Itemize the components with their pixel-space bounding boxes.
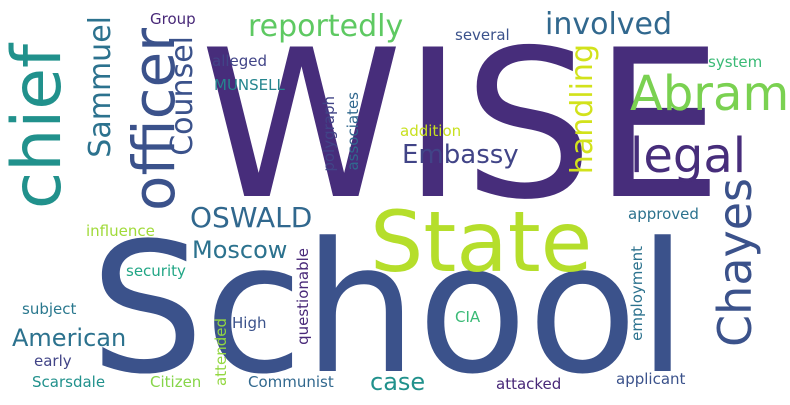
word-wise: WISE [200,7,723,245]
word-several: several [455,26,510,44]
word-handling: handling [565,44,600,175]
word-employment: employment [628,246,646,341]
word-legal: legal [630,128,747,184]
word-moscow: Moscow [192,236,288,264]
word-subject: subject [22,300,77,318]
word-addition: addition [400,122,462,140]
word-polygraph: polygraph [320,96,338,172]
word-attended: attended [212,318,230,386]
word-case: case [370,368,426,396]
word-influence: influence [86,222,155,240]
word-embassy: Embassy [402,140,519,170]
word-abram: Abram [630,66,790,122]
word-citizen: Citizen [150,373,202,391]
word-applicant: applicant [616,370,686,388]
word-chayes: Chayes [708,178,762,347]
word-alleged: alleged [212,52,268,70]
word-involved: involved [545,7,673,42]
word-group: Group [150,10,196,28]
word-attacked: attacked [496,375,562,393]
word-communist: Communist [248,373,334,391]
word-sammuel: Sammuel [83,16,118,158]
word-questionable: questionable [294,248,312,345]
word-cia: CIA [455,308,481,326]
word-scarsdale: Scarsdale [32,373,106,391]
word-high: High [232,314,267,332]
word-approved: approved [628,205,699,223]
word-state: State [370,193,593,291]
word-american: American [12,324,127,352]
word-munsell: MUNSELL [214,76,285,94]
word-chief: chief [0,44,77,210]
word-early: early [34,352,72,370]
word-counsel: Counsel [165,36,200,156]
word-security: security [126,262,186,280]
word-associates: associates [344,92,362,171]
word-oswald: OSWALD [190,201,313,234]
word-system: system [708,53,763,71]
word-school: School [90,205,688,405]
word-reportedly: reportedly [248,9,404,44]
